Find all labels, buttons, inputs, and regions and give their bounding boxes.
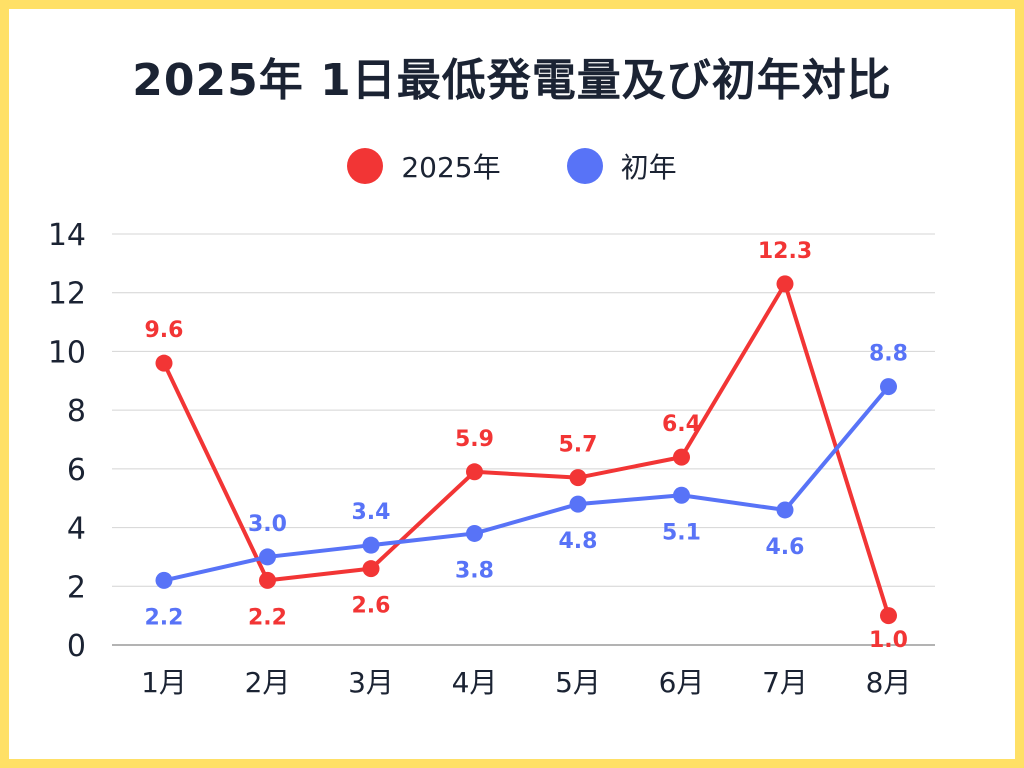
x-tick-label: 2月	[245, 666, 291, 699]
y-tick-label: 12	[48, 277, 86, 312]
data-label-initial: 8.8	[869, 342, 908, 367]
data-label-2025: 9.6	[145, 318, 184, 343]
data-point-initial	[673, 486, 690, 504]
x-tick-label: 4月	[452, 666, 498, 699]
data-point-2025	[155, 354, 173, 372]
data-label-2025: 2.2	[248, 605, 287, 630]
chart-legend: 2025年 初年	[0, 146, 1024, 186]
data-label-2025: 6.4	[662, 412, 701, 437]
series-line-2025	[162, 281, 891, 617]
y-tick-label: 2	[67, 570, 86, 605]
x-tick-label: 5月	[555, 666, 601, 699]
data-point-initial	[155, 571, 173, 589]
data-point-initial	[569, 495, 587, 513]
data-label-initial: 3.4	[352, 500, 391, 525]
legend-label-2025: 2025年	[401, 151, 501, 184]
y-tick-label: 0	[67, 629, 86, 664]
y-tick-label: 10	[48, 335, 86, 370]
data-point-initial	[466, 524, 483, 542]
data-point-2025	[259, 571, 276, 589]
y-tick-label: 4	[67, 512, 86, 547]
data-label-2025: 2.6	[352, 594, 391, 619]
x-tick-label: 8月	[866, 666, 912, 699]
data-label-2025: 12.3	[758, 239, 812, 264]
legend-item-2025: 2025年	[347, 146, 501, 186]
legend-marker-initial	[566, 148, 603, 184]
legend-marker-2025	[347, 148, 384, 184]
data-label-2025: 5.7	[559, 433, 598, 458]
data-point-2025	[776, 275, 794, 293]
data-point-initial	[776, 501, 794, 519]
data-point-2025	[880, 607, 897, 625]
legend-item-initial: 初年	[566, 146, 677, 186]
y-tick-label: 6	[67, 453, 86, 488]
data-point-initial	[362, 536, 380, 554]
data-point-2025	[466, 463, 483, 481]
x-tick-label: 1月	[141, 666, 187, 699]
data-label-initial: 2.2	[145, 605, 184, 630]
x-tick-label: 3月	[348, 666, 394, 699]
chart-title: 2025年 1日最低発電量及び初年対比	[132, 55, 892, 106]
y-tick-label: 14	[48, 218, 86, 253]
series-line-initial	[163, 385, 891, 583]
x-tick-label: 7月	[762, 666, 808, 699]
data-label-initial: 4.6	[766, 535, 805, 560]
data-label-2025: 5.9	[455, 427, 494, 452]
data-label-initial: 5.1	[662, 520, 701, 545]
data-label-initial: 4.8	[559, 529, 598, 554]
data-point-initial	[259, 548, 276, 566]
data-label-2025: 1.0	[869, 628, 908, 653]
data-label-initial: 3.8	[455, 558, 494, 583]
data-label-initial: 3.0	[248, 512, 287, 537]
y-tick-label: 8	[67, 394, 86, 429]
data-point-2025	[569, 469, 587, 487]
x-tick-label: 6月	[659, 666, 705, 699]
data-point-initial	[880, 378, 897, 396]
data-point-2025	[673, 448, 690, 466]
legend-label-initial: 初年	[620, 151, 677, 184]
data-point-2025	[362, 560, 380, 578]
